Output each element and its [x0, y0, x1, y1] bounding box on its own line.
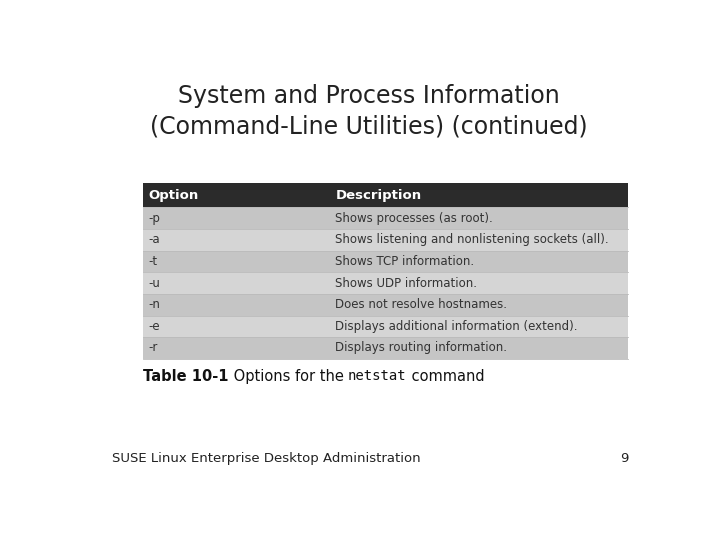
Text: Does not resolve hostnames.: Does not resolve hostnames.: [336, 298, 508, 311]
Text: -u: -u: [148, 276, 161, 289]
Text: Shows UDP information.: Shows UDP information.: [336, 276, 477, 289]
Text: Options for the: Options for the: [228, 369, 348, 384]
Text: -a: -a: [148, 233, 161, 246]
Bar: [143, 294, 629, 315]
Text: Table 10-1: Table 10-1: [143, 369, 228, 384]
Text: Description: Description: [336, 189, 422, 202]
Text: Displays additional information (extend).: Displays additional information (extend)…: [336, 320, 578, 333]
Text: 9: 9: [620, 452, 629, 465]
Bar: [143, 207, 629, 229]
Text: Option: Option: [148, 189, 199, 202]
Text: -r: -r: [148, 341, 158, 354]
Text: Displays routing information.: Displays routing information.: [336, 341, 508, 354]
Text: netstat: netstat: [348, 369, 407, 383]
Text: System and Process Information
(Command-Line Utilities) (continued): System and Process Information (Command-…: [150, 84, 588, 138]
Bar: [143, 229, 629, 251]
Bar: [143, 315, 629, 337]
Bar: [143, 337, 629, 359]
Text: SUSE Linux Enterprise Desktop Administration: SUSE Linux Enterprise Desktop Administra…: [112, 452, 421, 465]
Text: -n: -n: [148, 298, 161, 311]
Text: Shows listening and nonlistening sockets (all).: Shows listening and nonlistening sockets…: [336, 233, 609, 246]
Text: -t: -t: [148, 255, 158, 268]
Text: -e: -e: [148, 320, 161, 333]
Text: -p: -p: [148, 212, 161, 225]
Bar: [143, 272, 629, 294]
Text: Shows processes (as root).: Shows processes (as root).: [336, 212, 493, 225]
Text: command: command: [407, 369, 485, 384]
Bar: [143, 183, 629, 207]
Bar: [143, 251, 629, 272]
Text: Shows TCP information.: Shows TCP information.: [336, 255, 474, 268]
